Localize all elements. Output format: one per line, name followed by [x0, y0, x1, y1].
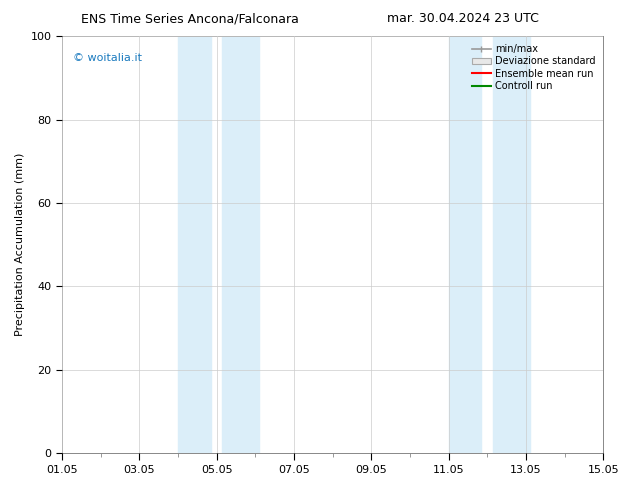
Bar	[223, 36, 259, 453]
Text: mar. 30.04.2024 23 UTC: mar. 30.04.2024 23 UTC	[387, 12, 539, 25]
Bar	[493, 36, 530, 453]
Bar	[178, 36, 211, 453]
Legend: min/max, Deviazione standard, Ensemble mean run, Controll run: min/max, Deviazione standard, Ensemble m…	[469, 41, 598, 94]
Bar	[448, 36, 481, 453]
Text: ENS Time Series Ancona/Falconara: ENS Time Series Ancona/Falconara	[81, 12, 299, 25]
Text: © woitalia.it: © woitalia.it	[73, 53, 142, 63]
Y-axis label: Precipitation Accumulation (mm): Precipitation Accumulation (mm)	[15, 153, 25, 336]
